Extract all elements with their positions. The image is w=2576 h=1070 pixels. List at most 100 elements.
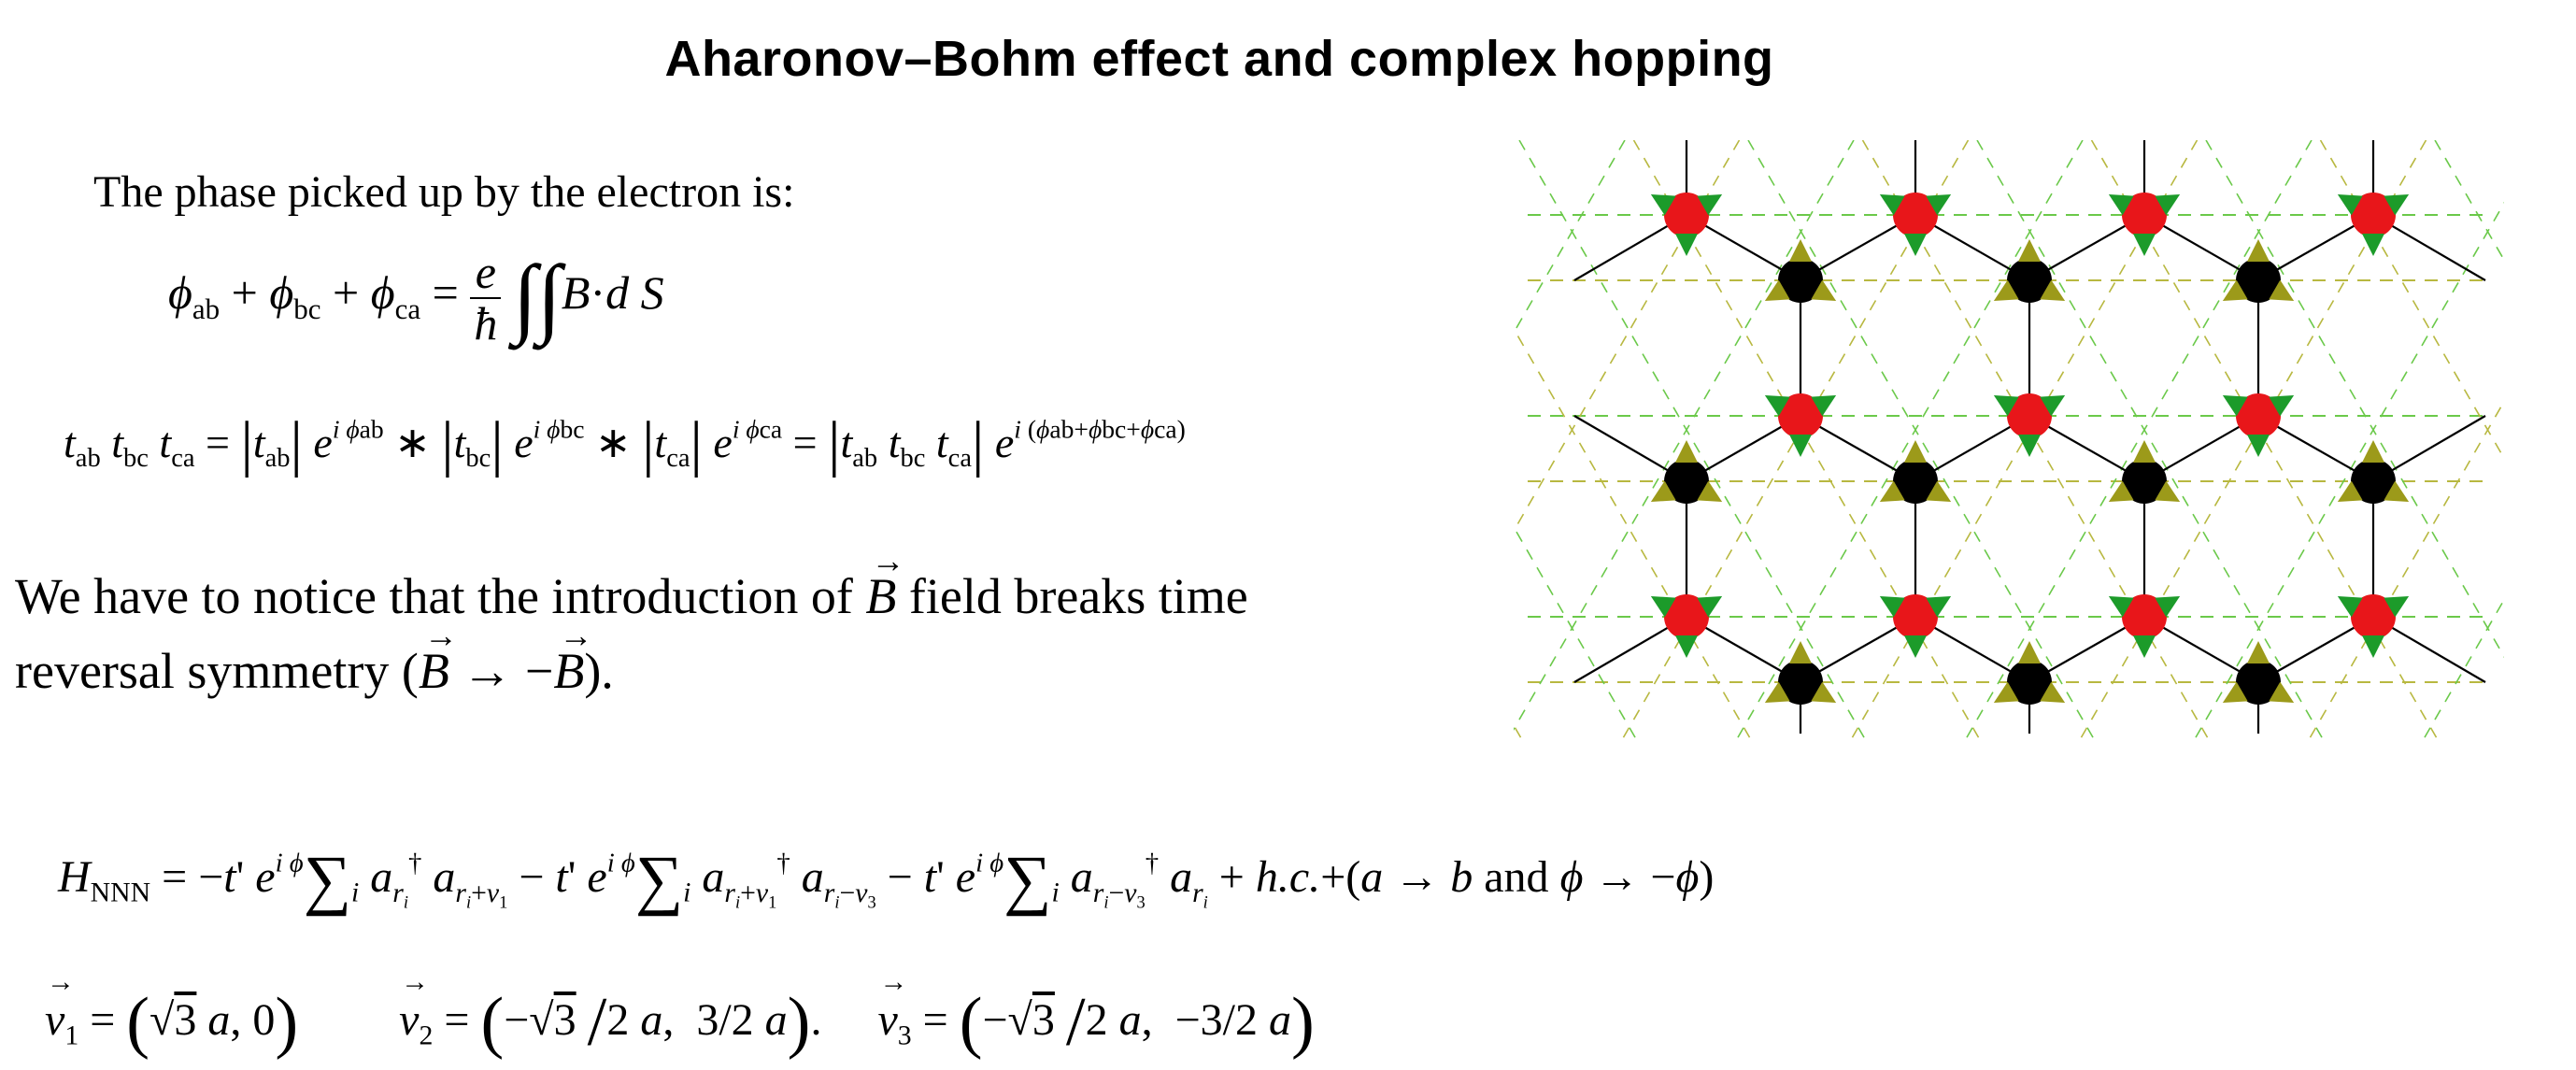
note-line2-start: reversal symmetry ( — [15, 643, 419, 699]
hopping-arrow-icon — [1993, 681, 2019, 703]
note-arrow: → − — [448, 643, 554, 699]
sublattice-a-site — [1879, 193, 1952, 256]
sublattice-b-site-dot — [2007, 660, 2052, 705]
hopping-arrow-icon — [1764, 681, 1790, 703]
hopping-arrow-icon — [2155, 194, 2181, 216]
b-field-vector: B — [865, 523, 904, 634]
sublattice-b-site — [2222, 641, 2295, 705]
hopping-arrow-icon — [2133, 234, 2156, 256]
hopping-arrow-icon — [1904, 234, 1927, 256]
sublattice-b-site — [1764, 239, 1837, 303]
hopping-arrow-icon — [2222, 395, 2248, 417]
sublattice-a-site — [1650, 193, 1723, 256]
time-reversal-note: We have to notice that the introduction … — [15, 523, 1248, 708]
sublattice-b-site-dot — [2236, 258, 2281, 303]
hopping-arrow-icon — [2018, 435, 2041, 457]
hopping-arrow-icon — [2269, 279, 2295, 301]
hopping-arrow-icon — [2040, 395, 2066, 417]
hopping-product-equation: tab tbc tca = |tab| ei ϕab ∗ |tbc| ei ϕb… — [64, 410, 1186, 478]
b-vector-right: B — [553, 598, 592, 708]
sublattice-a-site — [2222, 393, 2295, 457]
sublattice-a-site-dot — [2122, 594, 2167, 639]
sublattice-a-site-dot — [2236, 393, 2281, 438]
hopping-arrow-icon — [2384, 194, 2410, 216]
sublattice-a-site — [2337, 193, 2410, 256]
nnn-diagonal-up — [1514, 525, 1637, 739]
hopping-arrow-icon — [1789, 641, 1812, 663]
sublattice-b-site — [1993, 641, 2066, 705]
hopping-arrow-icon — [1993, 395, 2019, 417]
sublattice-b-site — [1993, 239, 2066, 303]
hopping-arrow-icon — [2133, 440, 2156, 463]
sublattice-b-site — [2337, 440, 2410, 504]
nnn-diagonal-down — [2309, 400, 2504, 739]
sublattice-a-site-dot — [2351, 594, 2396, 639]
hopping-arrow-icon — [1789, 435, 1812, 457]
hopping-arrow-icon — [2222, 279, 2248, 301]
sublattice-a-site-dot — [1664, 193, 1709, 237]
hopping-arrow-icon — [2384, 480, 2410, 502]
hopping-arrow-icon — [1675, 234, 1698, 256]
hopping-arrow-icon — [1811, 681, 1837, 703]
hopping-arrow-icon — [1993, 279, 2019, 301]
hopping-arrow-icon — [2247, 641, 2270, 663]
sublattice-a-site — [2337, 594, 2410, 658]
hopping-arrow-icon — [2155, 596, 2181, 618]
slide-title: Aharonov–Bohm effect and complex hopping — [664, 31, 1774, 87]
note-line1-end: field breaks time — [896, 568, 1248, 624]
sublattice-a-site — [1993, 393, 2066, 457]
hopping-arrow-icon — [2362, 234, 2384, 256]
sublattice-a-site-dot — [2122, 193, 2167, 237]
sublattice-b-site — [1650, 440, 1723, 504]
nnn-diagonal-down — [2194, 201, 2504, 739]
hopping-arrow-icon — [2384, 596, 2410, 618]
hopping-arrow-icon — [2018, 641, 2041, 663]
hopping-arrow-icon — [1904, 635, 1927, 658]
sublattice-a-site-dot — [1893, 594, 1938, 639]
sublattice-b-site-dot — [2007, 258, 2052, 303]
intro-text: The phase picked up by the electron is: — [93, 167, 795, 217]
hopping-arrow-icon — [1811, 395, 1837, 417]
sublattice-a-site-dot — [2351, 193, 2396, 237]
sublattice-a-site — [1764, 393, 1837, 457]
hopping-arrow-icon — [1675, 635, 1698, 658]
nnn-diagonal-up — [1514, 723, 1522, 739]
hopping-arrow-icon — [2108, 596, 2134, 618]
hopping-arrow-icon — [1697, 480, 1723, 502]
sublattice-b-site-dot — [2122, 459, 2167, 504]
hopping-arrow-icon — [2362, 440, 2384, 463]
hopping-arrow-icon — [1926, 596, 1952, 618]
sublattice-b-site-dot — [1893, 459, 1938, 504]
hopping-arrow-icon — [2337, 480, 2363, 502]
hopping-arrow-icon — [2108, 480, 2134, 502]
sublattice-a-site — [2108, 193, 2181, 256]
sublattice-a-site-dot — [1893, 193, 1938, 237]
hopping-arrow-icon — [2040, 681, 2066, 703]
hopping-arrow-icon — [1811, 279, 1837, 301]
hopping-arrow-icon — [1650, 596, 1676, 618]
hopping-arrow-icon — [2247, 239, 2270, 262]
sublattice-b-site-dot — [1778, 258, 1823, 303]
hopping-arrow-icon — [1650, 480, 1676, 502]
sublattice-b-site — [2108, 440, 2181, 504]
hopping-arrow-icon — [2337, 596, 2363, 618]
sublattice-b-site-dot — [2236, 660, 2281, 705]
hopping-arrow-icon — [1879, 596, 1905, 618]
hopping-arrow-icon — [2155, 480, 2181, 502]
hopping-arrow-icon — [2337, 194, 2363, 216]
sublattice-a-site — [1879, 594, 1952, 658]
sublattice-a-site-dot — [1664, 594, 1709, 639]
nnn-diagonal-down — [1514, 140, 1626, 335]
hopping-arrow-icon — [1697, 194, 1723, 216]
sublattice-a-site — [2108, 594, 2181, 658]
hopping-arrow-icon — [2108, 194, 2134, 216]
nnn-diagonal-down — [2423, 598, 2504, 739]
hopping-arrow-icon — [2269, 395, 2295, 417]
hopping-arrow-icon — [1904, 440, 1927, 463]
nnn-hamiltonian: HNNN = −t' ei ϕ∑i ari† ari+v1 − t' ei ϕ∑… — [58, 842, 1715, 917]
hopping-arrow-icon — [1879, 480, 1905, 502]
hopping-arrow-icon — [1879, 194, 1905, 216]
sublattice-b-site — [2222, 239, 2295, 303]
hopping-arrow-icon — [2222, 681, 2248, 703]
hopping-arrow-icon — [1650, 194, 1676, 216]
